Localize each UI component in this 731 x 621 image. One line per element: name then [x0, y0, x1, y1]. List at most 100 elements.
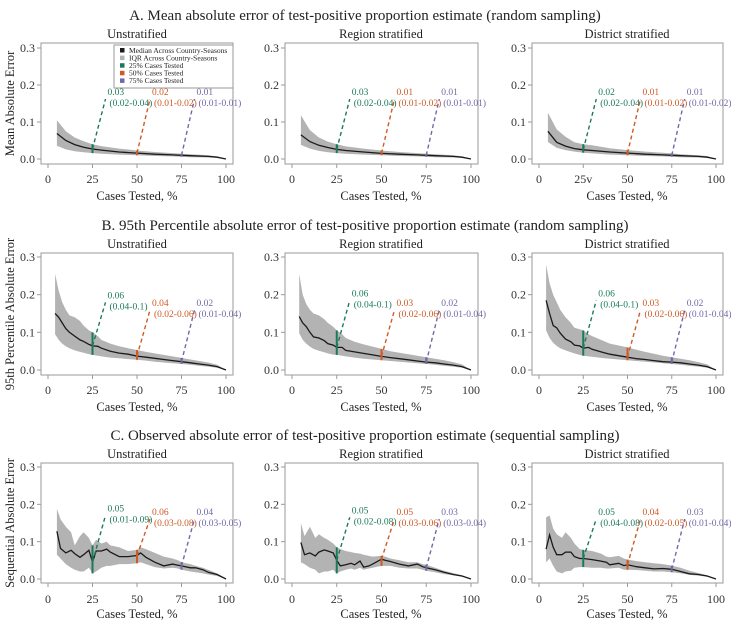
callout-value: 0.04 [197, 508, 214, 518]
callout-range: (0.01-0.02) [645, 98, 688, 109]
callout-value: 0.05 [397, 508, 414, 518]
legend-box [113, 44, 234, 89]
callout-range: (0.04-0.1) [110, 301, 148, 312]
panel-subtitle: District stratified [584, 237, 670, 251]
callout-range: (0.02-0.04) [354, 98, 397, 109]
callout-line-p25 [582, 98, 597, 150]
callout-range: (0.01-0.02) [154, 98, 197, 109]
callout-line-p75 [180, 98, 196, 156]
panel-subtitle: District stratified [584, 447, 670, 461]
callout-value: 0.01 [687, 88, 704, 98]
y-tick-label: 0.1 [264, 325, 279, 339]
x-tick-label: 25 [331, 383, 343, 397]
x-tick-label: 50 [376, 383, 388, 397]
panel-subtitle: Region stratified [339, 27, 423, 41]
callout-line-p75 [425, 309, 440, 363]
y-tick-label: 0.3 [20, 41, 35, 55]
iqr-band [546, 515, 716, 579]
y-tick-label: 0.2 [20, 78, 35, 92]
callout-range: (0.02-0.05) [645, 518, 688, 529]
panel-subtitle: Unstratified [107, 237, 167, 251]
legend-label: 50% Cases Tested [129, 69, 184, 78]
y-tick-label: 0.0 [20, 152, 35, 166]
x-tick-label: 75 [176, 172, 188, 186]
callout-value: 0.06 [108, 291, 125, 301]
y-tick-label: 0.2 [511, 288, 526, 302]
x-tick-label: 0 [289, 383, 295, 397]
callout-value: 0.05 [598, 508, 615, 518]
legend-label: 75% Cases Tested [129, 76, 184, 85]
iqr-band [300, 115, 471, 159]
chart-row-1: A. Mean absolute error of test-positive … [3, 8, 731, 203]
callout-line-p50 [626, 98, 642, 154]
legend-swatch-p50 [120, 70, 125, 76]
panel-subtitle: Region stratified [339, 447, 423, 461]
median-line [298, 316, 472, 371]
panel-subtitle: Unstratified [107, 447, 167, 461]
y-tick-label: 0.0 [511, 363, 526, 377]
callout-line-p75 [180, 518, 196, 567]
y-tick-label: 0.1 [511, 115, 526, 129]
x-tick-label: 0 [45, 172, 51, 186]
callout-line-p50 [136, 309, 151, 357]
callout-value: 0.05 [352, 506, 369, 516]
y-tick-label: 0.1 [511, 535, 526, 549]
callout-value: 0.01 [197, 88, 214, 98]
x-tick-label: 50 [131, 172, 143, 186]
x-tick-label: 100 [217, 592, 235, 606]
callout-range: (0.03-0.08) [154, 518, 197, 529]
panel-3-3: District stratified 0.0 0.1 0.2 0.3 0 25 50 75 10… [511, 447, 731, 621]
callout-value: 0.03 [687, 508, 704, 518]
y-tick-label: 0.3 [511, 250, 526, 264]
x-tick-label: 25 [577, 592, 589, 606]
callout-line-p25 [336, 98, 351, 150]
y-axis-label: Sequential Absolute Error [3, 457, 17, 588]
chart-row-2: B. 95th Percentile absolute error of tes… [3, 218, 731, 414]
y-tick-label: 0.3 [264, 460, 279, 474]
x-tick-label: 75 [176, 592, 188, 606]
x-tick-label: 0 [289, 592, 295, 606]
legend-label: Median Across Country-Seasons [129, 46, 227, 55]
x-tick-label: 25 [87, 383, 99, 397]
callout-value: 0.06 [352, 289, 369, 299]
x-tick-label: 100 [462, 383, 480, 397]
x-axis-label: Cases Tested, % [96, 189, 177, 203]
callout-range: (0.01-0.02) [399, 98, 442, 109]
x-tick-label: 100 [462, 172, 480, 186]
row-title: B. 95th Percentile absolute error of tes… [102, 218, 629, 234]
y-tick-label: 0.2 [264, 78, 279, 92]
y-tick-label: 0.3 [20, 460, 35, 474]
x-axis-label: Cases Tested, % [340, 189, 421, 203]
y-tick-label: 0.0 [20, 572, 35, 586]
callout-value: 0.05 [108, 504, 125, 514]
callout-value: 0.04 [643, 508, 660, 518]
x-tick-label: 50 [622, 172, 634, 186]
x-tick-label: 75 [420, 592, 432, 606]
callout-range: (0.01-0.04) [443, 309, 486, 320]
callout-range: (0.01-0.04) [689, 518, 731, 529]
y-tick-label: 0.1 [20, 115, 35, 129]
chart-row-3: C. Observed absolute error of test-posit… [3, 428, 731, 621]
iqr-band [299, 273, 471, 370]
y-axis-label: 95th Percentile Absolute Error [3, 237, 17, 390]
y-tick-label: 0.0 [264, 363, 279, 377]
x-tick-label: 100 [217, 383, 235, 397]
callout-value: 0.02 [197, 299, 214, 309]
y-tick-label: 0.3 [264, 250, 279, 264]
x-tick-label: 75 [666, 383, 678, 397]
y-tick-label: 0.1 [20, 325, 35, 339]
callout-value: 0.06 [598, 289, 615, 299]
legend-swatch-iqr [120, 55, 125, 61]
callout-value: 0.01 [643, 88, 660, 98]
y-tick-label: 0.0 [264, 572, 279, 586]
panel-subtitle: Unstratified [107, 27, 167, 41]
y-tick-label: 0.0 [511, 152, 526, 166]
x-tick-label: 75 [666, 592, 678, 606]
x-tick-label: 100 [707, 172, 725, 186]
callout-line-p75 [671, 98, 686, 156]
x-tick-label: 0 [45, 383, 51, 397]
legend-swatch-p75 [120, 78, 125, 83]
iqr-band [546, 264, 716, 370]
y-tick-label: 0.2 [264, 497, 279, 511]
